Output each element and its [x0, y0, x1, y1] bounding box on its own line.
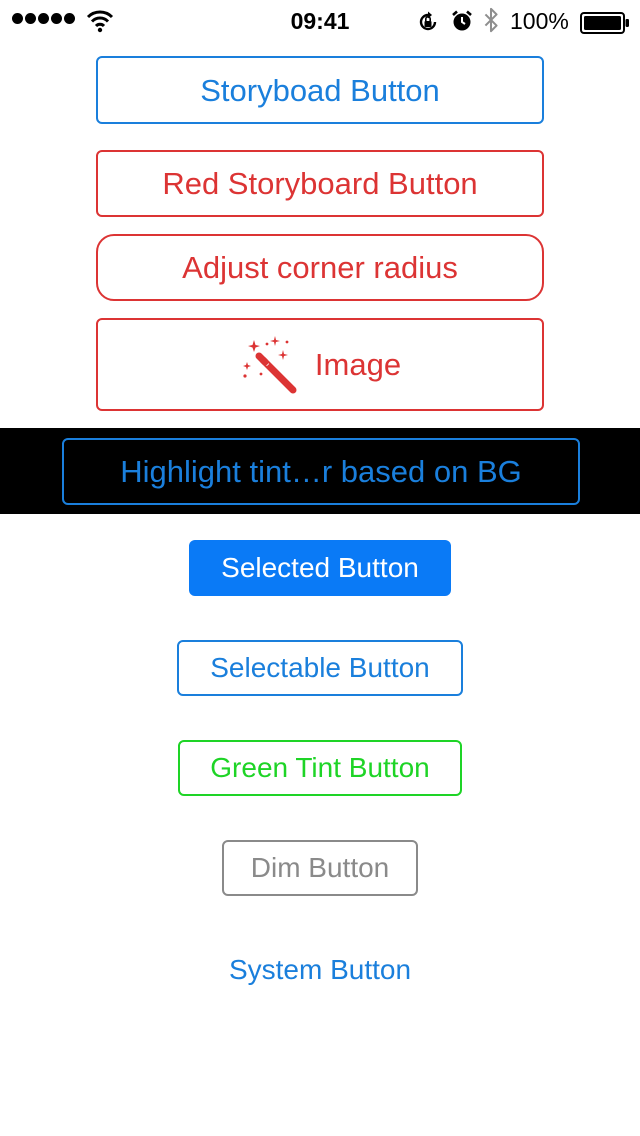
- battery-percent: 100%: [510, 8, 569, 34]
- red-storyboard-button[interactable]: Red Storyboard Button: [96, 150, 544, 217]
- green-tint-button[interactable]: Green Tint Button: [178, 740, 462, 796]
- dark-background-band: [0, 428, 640, 514]
- dim-button[interactable]: Dim Button: [222, 840, 418, 896]
- selected-button[interactable]: Selected Button: [189, 540, 451, 596]
- dim-button-label: Dim Button: [250, 852, 390, 883]
- orientation-lock-icon: [419, 11, 437, 31]
- green-tint-button-label: Green Tint Button: [210, 752, 430, 783]
- magic-wand-icon: [242, 335, 297, 393]
- highlight-tint-button-label: Highlight tint…r based on BG: [120, 454, 522, 489]
- image-button-label: Image: [314, 347, 402, 382]
- signal-strength-icon: [12, 13, 77, 39]
- status-bar: 09:41 100%: [0, 0, 640, 40]
- storyboard-button[interactable]: Storyboad Button: [96, 56, 544, 124]
- storyboard-button-label: Storyboad Button: [200, 72, 440, 108]
- system-button[interactable]: System Button: [200, 942, 440, 998]
- system-button-label: System Button: [228, 954, 412, 985]
- selected-button-label: Selected Button: [221, 552, 419, 583]
- corner-radius-button-label: Adjust corner radius: [182, 250, 458, 285]
- clock: 09:41: [290, 8, 350, 34]
- highlight-tint-button[interactable]: Highlight tint…r based on BG: [62, 438, 580, 505]
- selectable-button-label: Selectable Button: [210, 652, 430, 683]
- selectable-button[interactable]: Selectable Button: [177, 640, 463, 696]
- alarm-icon: [452, 10, 472, 31]
- wifi-icon: [86, 10, 114, 33]
- battery-icon: [580, 12, 629, 34]
- corner-radius-button[interactable]: Adjust corner radius: [96, 234, 544, 301]
- red-storyboard-button-label: Red Storyboard Button: [162, 166, 478, 201]
- bluetooth-icon: [484, 7, 498, 33]
- image-button[interactable]: Image: [96, 318, 544, 411]
